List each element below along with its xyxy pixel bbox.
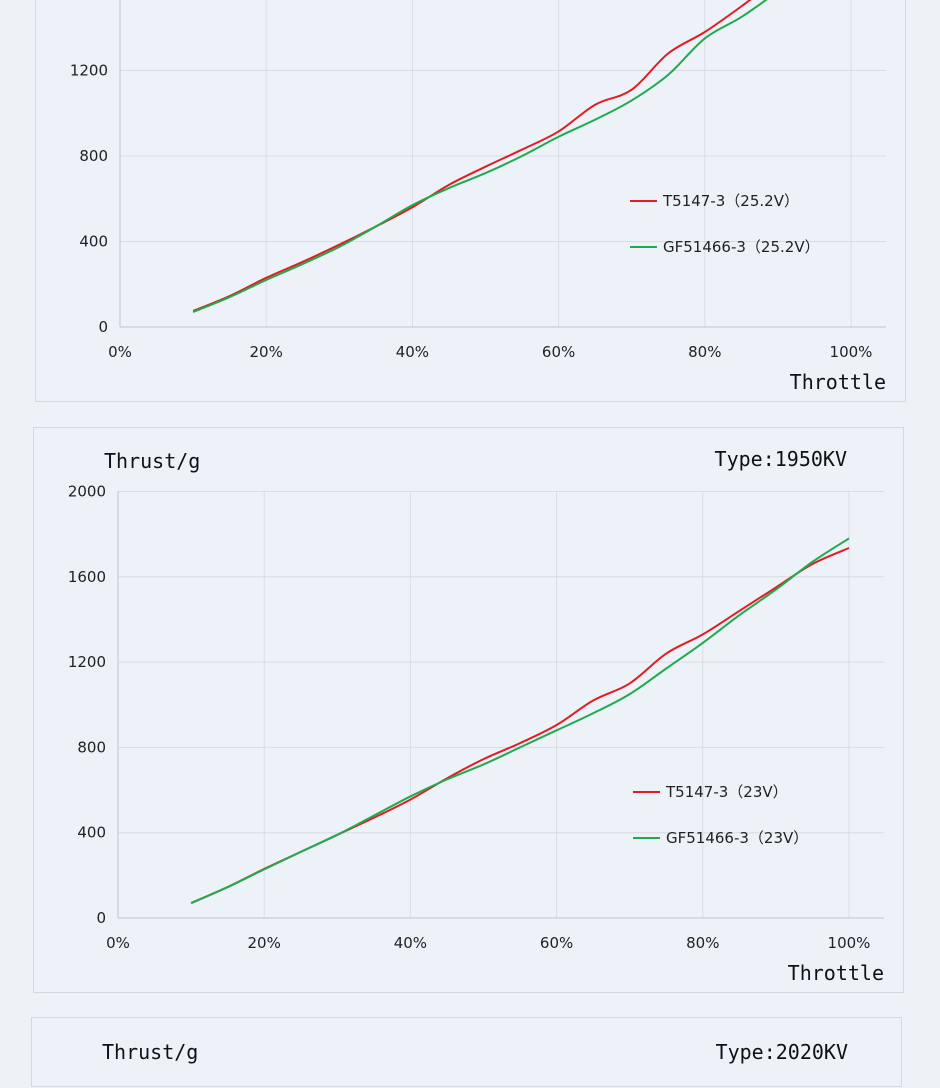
x-tick-label: 20%: [250, 343, 283, 361]
x-tick-label: 100%: [828, 934, 871, 952]
series-line-green: [192, 0, 768, 313]
thrust-chart-2020kv-header: Thrust/g Type:2020KV: [102, 1040, 848, 1064]
y-axis-title: Thrust/g: [102, 1040, 198, 1064]
chart-panel-1950kv: 0% 20% 40% 60% 80% 100% 0 400 800 1200 1600 2000 Thr…: [33, 427, 904, 993]
x-axis-title: Throttle: [788, 961, 884, 985]
x-tick-label: 80%: [686, 934, 719, 952]
x-tick-label: 60%: [542, 343, 575, 361]
x-tick-label: 0%: [106, 934, 130, 952]
x-tick-label: 40%: [396, 343, 429, 361]
y-tick-label: 0: [96, 909, 106, 927]
y-tick-label: 1200: [68, 653, 106, 671]
chart-panel-2020kv: Thrust/g Type:2020KV: [31, 1017, 902, 1087]
y-tick-label: 800: [77, 738, 106, 756]
y-tick-label: 0: [98, 318, 108, 336]
type-label: Type:1950KV: [715, 447, 847, 471]
type-label: Type:2020KV: [716, 1040, 848, 1064]
x-tick-label: 80%: [688, 343, 721, 361]
series-line-red: [190, 547, 850, 904]
x-tick-label: 100%: [830, 343, 873, 361]
y-axis-title: Thrust/g: [104, 449, 200, 473]
chart-panel-25v: 0% 20% 40% 60% 80% 100% 0 400 800 1200 Throttle T5…: [35, 0, 906, 402]
y-tick-label: 1200: [70, 62, 108, 80]
series-line-green: [190, 537, 850, 904]
y-tick-label: 1600: [68, 568, 106, 586]
series-line-red: [192, 0, 752, 312]
x-tick-label: 60%: [540, 934, 573, 952]
legend-label: T5147-3（25.2V）: [662, 192, 799, 210]
legend-label: GF51466-3（25.2V）: [663, 238, 820, 256]
thrust-chart-1950kv: 0% 20% 40% 60% 80% 100% 0 400 800 1200 1600 2000 Thr…: [68, 447, 884, 985]
y-tick-label: 800: [79, 147, 108, 165]
y-tick-label: 400: [77, 824, 106, 842]
legend-label: GF51466-3（23V）: [666, 829, 808, 847]
x-tick-label: 20%: [248, 934, 281, 952]
y-tick-label: 2000: [68, 483, 106, 501]
x-tick-label: 0%: [108, 343, 132, 361]
thrust-chart-25v: 0% 20% 40% 60% 80% 100% 0 400 800 1200 Throttle T5…: [70, 0, 886, 394]
x-tick-label: 40%: [394, 934, 427, 952]
x-axis-title: Throttle: [790, 370, 886, 394]
legend-label: T5147-3（23V）: [665, 783, 788, 801]
y-tick-label: 400: [79, 233, 108, 251]
